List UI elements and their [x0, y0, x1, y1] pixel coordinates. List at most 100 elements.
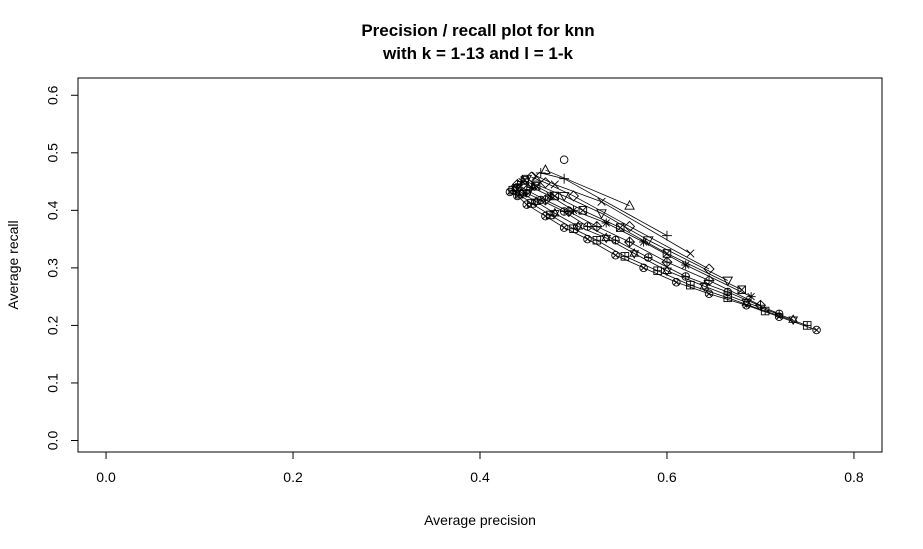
series-line: [531, 176, 710, 270]
data-point: [681, 272, 690, 281]
data-point: [591, 220, 603, 233]
data-point: [596, 209, 607, 220]
series-markers: [511, 178, 767, 311]
data-point: [672, 278, 681, 287]
x-axis: 0.0 0.2 0.4 0.6 0.8: [96, 451, 864, 485]
y-axis: 0.0 0.1 0.2 0.3 0.4 0.5 0.6: [45, 85, 79, 451]
y-tick-label: 0.6: [45, 85, 61, 105]
data-point: [624, 236, 636, 248]
data-point: [653, 266, 662, 276]
series-points: [505, 155, 821, 335]
data-point: [601, 232, 612, 244]
data-point: [573, 220, 584, 232]
data-point: [531, 171, 541, 180]
data-point: [592, 236, 602, 245]
y-axis-label: Average recall: [5, 220, 21, 309]
data-point: [723, 293, 732, 303]
data-point: [802, 321, 812, 330]
data-point: [505, 187, 515, 197]
data-point: [639, 263, 648, 273]
x-tick-label: 0.6: [657, 469, 677, 485]
series-markers: [540, 164, 635, 210]
data-point: [583, 222, 592, 231]
data-point: [686, 249, 695, 258]
data-point: [539, 177, 552, 189]
data-point: [624, 199, 635, 210]
data-point: [760, 306, 770, 316]
data-point: [703, 263, 715, 275]
data-point: [550, 180, 559, 189]
y-tick-label: 0.3: [45, 258, 61, 278]
data-point: [549, 207, 560, 219]
data-point: [639, 237, 649, 247]
data-point: [559, 173, 570, 184]
y-tick-label: 0.1: [45, 373, 61, 393]
data-point: [531, 196, 542, 208]
data-point: [601, 218, 611, 228]
data-point: [704, 289, 714, 299]
chart-title-line1: Precision / recall plot for knn: [361, 21, 594, 40]
data-point: [559, 207, 569, 216]
series-markers: [531, 171, 695, 258]
data-point: [545, 191, 555, 201]
series-markers: [535, 167, 672, 241]
data-point: [611, 250, 620, 260]
data-point: [681, 260, 691, 270]
series-line: [526, 178, 728, 281]
series-line: [517, 186, 780, 315]
series-line: [521, 181, 752, 298]
data-point: [812, 325, 821, 335]
data-point: [611, 236, 620, 245]
data-point: [540, 164, 551, 174]
data-point: [559, 223, 569, 232]
series-line: [517, 184, 761, 306]
data-point: [662, 265, 672, 277]
data-point: [568, 205, 579, 215]
series-line: [535, 175, 691, 254]
data-point: [541, 211, 550, 221]
data-point: [737, 285, 747, 294]
x-tick-label: 0.2: [283, 469, 303, 485]
data-point: [578, 206, 588, 215]
data-point: [629, 248, 640, 259]
data-point: [624, 220, 636, 233]
data-point: [644, 253, 653, 262]
data-point: [722, 276, 734, 287]
data-point: [754, 299, 767, 311]
plot-frame: [77, 77, 883, 453]
data-point: [569, 224, 578, 234]
data-point: [535, 167, 546, 178]
y-tick-label: 0.5: [45, 143, 61, 163]
data-point: [583, 234, 592, 244]
data-point: [620, 252, 630, 261]
data-point: [559, 155, 569, 164]
x-tick-label: 0.4: [470, 469, 490, 485]
chart-title-line2: with k = 1-13 and l = 1-k: [382, 44, 573, 63]
data-point: [558, 192, 570, 202]
data-point: [642, 236, 654, 247]
series-line: [545, 169, 630, 207]
series-markers: [505, 187, 821, 335]
data-point: [597, 197, 606, 206]
y-tick-label: 0.4: [45, 200, 61, 220]
y-tick-label: 0.2: [45, 315, 61, 335]
data-point: [774, 312, 784, 322]
data-point: [662, 230, 672, 241]
data-point: [686, 280, 695, 290]
data-point: [703, 274, 715, 287]
series-markers: [513, 183, 784, 319]
y-tick-label: 0.0: [45, 431, 61, 451]
data-point: [567, 190, 580, 202]
series-markers: [517, 177, 756, 302]
series-markers: [559, 155, 569, 164]
series-markers: [525, 171, 715, 275]
data-point: [522, 200, 531, 209]
x-axis-label: Average precision: [424, 512, 536, 528]
data-point: [615, 223, 625, 232]
x-tick-label: 0.8: [844, 469, 864, 485]
data-point: [699, 280, 710, 292]
data-point: [513, 191, 522, 201]
data-point: [742, 301, 751, 310]
x-tick-label: 0.0: [96, 469, 116, 485]
